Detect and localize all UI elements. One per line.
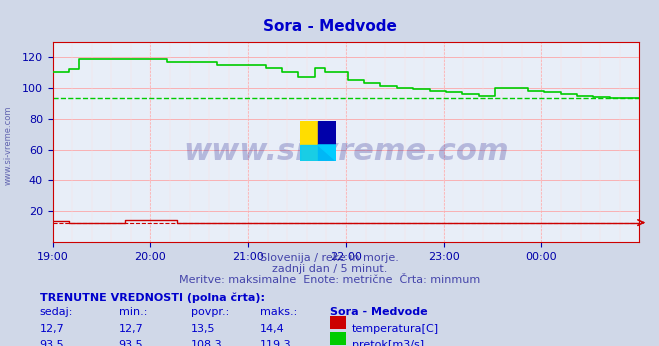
Text: 14,4: 14,4 [260,324,285,334]
Polygon shape [318,145,336,161]
Text: www.si-vreme.com: www.si-vreme.com [4,106,13,185]
Text: 93,5: 93,5 [119,340,143,346]
Polygon shape [300,121,318,161]
Text: TRENUTNE VREDNOSTI (polna črta):: TRENUTNE VREDNOSTI (polna črta): [40,292,264,303]
Text: maks.:: maks.: [260,307,298,317]
Polygon shape [318,121,336,161]
Text: zadnji dan / 5 minut.: zadnji dan / 5 minut. [272,264,387,274]
Text: povpr.:: povpr.: [191,307,229,317]
Text: Sora - Medvode: Sora - Medvode [262,19,397,34]
Text: sedaj:: sedaj: [40,307,73,317]
Text: 108,3: 108,3 [191,340,223,346]
Text: min.:: min.: [119,307,147,317]
Text: www.si-vreme.com: www.si-vreme.com [183,137,509,166]
Text: 93,5: 93,5 [40,340,64,346]
Polygon shape [300,145,336,161]
Text: 12,7: 12,7 [119,324,144,334]
Text: 119,3: 119,3 [260,340,292,346]
Text: 13,5: 13,5 [191,324,215,334]
Text: Meritve: maksimalne  Enote: metrične  Črta: minmum: Meritve: maksimalne Enote: metrične Črta… [179,275,480,285]
Text: 12,7: 12,7 [40,324,65,334]
Text: pretok[m3/s]: pretok[m3/s] [352,340,424,346]
Text: Sora - Medvode: Sora - Medvode [330,307,427,317]
Text: temperatura[C]: temperatura[C] [352,324,439,334]
Text: Slovenija / reke in morje.: Slovenija / reke in morje. [260,253,399,263]
